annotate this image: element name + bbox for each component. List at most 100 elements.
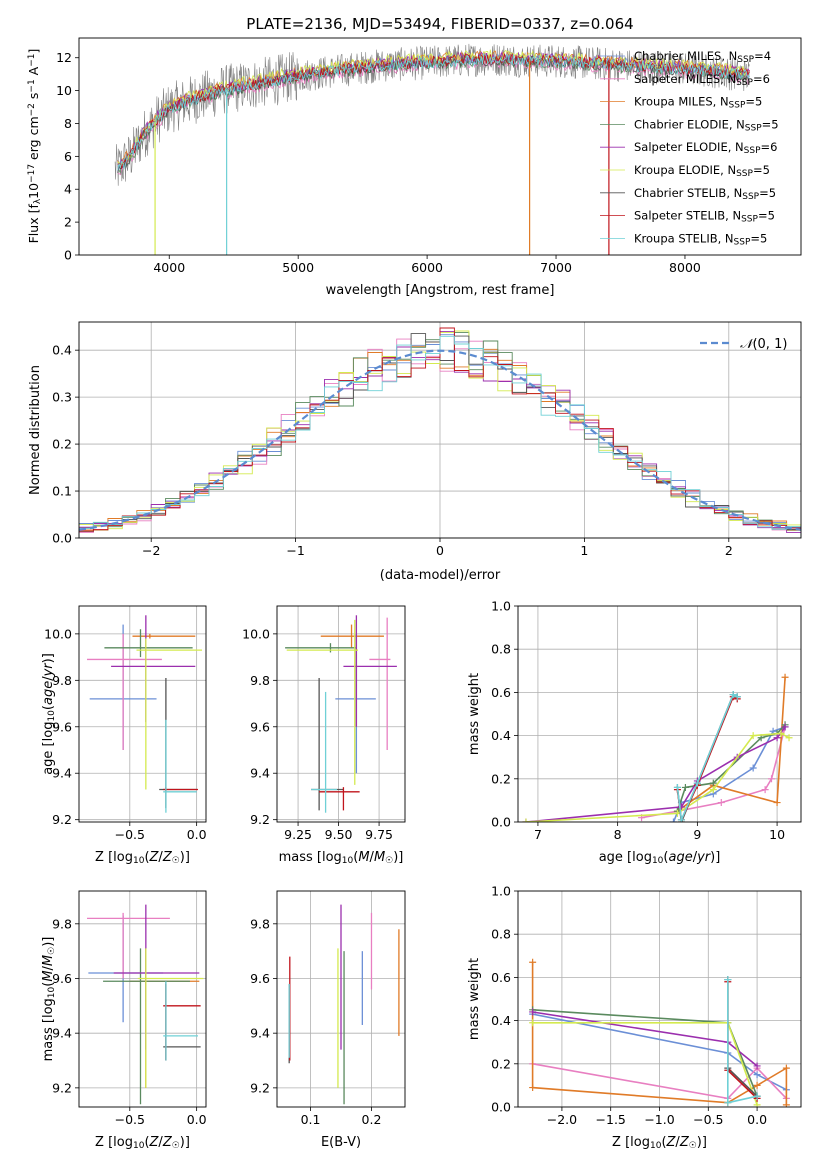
weight-marker [673,783,681,791]
y-tick-label: 10.0 [242,626,270,641]
label-part: λ [33,198,43,204]
x-tick-label: 7 [534,827,542,842]
label-part: age [log [41,722,56,775]
label-part: (0, 1) [752,337,787,352]
x-tick-label: −1 [286,543,304,558]
plot-area [79,606,206,822]
normal-curve [79,349,801,531]
label-part: SSP [744,146,761,156]
label-part: age [668,850,692,865]
label-part: SSP [736,169,753,179]
y-tick-label: 0.2 [491,771,511,786]
weight-marker [724,976,732,984]
y-tick-label: 1.0 [491,884,511,899]
weight-marker [681,783,689,791]
label-part: SSP [734,238,751,248]
y-axis-label: mass weight [467,958,482,1040]
y-tick-label: 9.8 [52,916,72,931]
y-tick-label: 0.2 [52,437,72,452]
label-part: Kroupa MILES, N [634,95,729,109]
label-part: 10 [133,1141,145,1151]
y-axis-label: age [log10(age/yr)] [41,653,57,775]
label-part: Kroupa ELODIE, N [634,163,736,177]
plot-area [114,43,750,255]
weight-marker [753,1092,761,1100]
figure-title: PLATE=2136, MJD=53494, FIBERID=0337, z=0… [246,15,633,33]
label-part: )] [710,850,720,865]
label-part: SSP [736,78,753,88]
label-part: ( [41,705,56,710]
legend-label: Chabrier STELIB, NSSP=5 [634,186,776,202]
label-part: yr [696,850,712,865]
label-part: =6 [753,72,770,86]
label-part: ☉ [172,856,180,866]
y-tick-label: 0.3 [52,390,72,405]
histogram-kroupa-stelib [79,335,801,538]
plot-area [79,891,206,1107]
x-tick-label: −1.0 [644,1112,674,1127]
y-tick-label: 0.4 [52,343,72,358]
label-part: ☉ [689,1141,697,1151]
label-part: ] [26,49,41,54]
x-tick-label: 8000 [669,260,701,275]
weight-line [641,726,786,819]
y-tick-label: 9.4 [52,1026,72,1041]
label-part: / [41,965,56,970]
label-part: ☉ [385,856,393,866]
label-part: Z [149,1135,160,1150]
label-part: −1 [27,54,37,67]
label-part: ( [663,850,668,865]
y-tick-label: 0 [64,248,72,263]
label-part: SSP [742,192,759,202]
x-tick-label: 5000 [282,260,314,275]
x-tick-label: 10 [769,827,785,842]
label-part: Chabrier ELODIE, N [634,117,745,131]
axes-frame [517,890,802,1108]
x-tick-label: −0.5 [115,1112,145,1127]
weight-marker [785,734,793,742]
label-part: =6 [761,140,778,154]
legend-label: Kroupa STELIB, NSSP=5 [634,231,767,247]
label-part: −1 [27,79,37,92]
label-part: Z [679,1135,690,1150]
label-part: )] [41,653,56,663]
label-part: mass [log [41,998,56,1061]
label-part: / [370,850,375,865]
weight-marker [709,779,717,787]
panel-weight_vs_Z: −2.0 −1.5 −1.0 −0.5 0.0 0.0 0.2 0.4 0.6 0.8 1.0 Z [… [467,884,802,1151]
weight-marker [717,799,725,807]
x-tick-label: −0.5 [693,1112,723,1127]
x-tick-label: 9.50 [325,827,353,842]
label-part: 10 [47,986,57,998]
y-tick-label: 9.4 [250,1026,270,1041]
legend-label: Chabrier ELODIE, NSSP=5 [634,117,779,133]
weight-marker [724,1099,732,1107]
weight-marker [761,786,769,794]
weight-line [525,732,790,822]
weight-marker [677,816,685,822]
weight-marker [782,1064,790,1072]
label-part: ( [41,982,56,987]
y-tick-label: 9.8 [52,673,72,688]
model-spectrum [117,54,750,174]
x-tick-label: 9.25 [284,827,312,842]
axes-frame [78,890,207,1108]
x-axis-label: (data-model)/error [380,568,501,583]
label-part: / [693,850,698,865]
weight-marker [753,1071,761,1079]
weight-line [531,962,788,1105]
weight-marker [753,1062,761,1070]
x-tick-label: 0.0 [187,827,207,842]
y-tick-label: 0.4 [491,1013,511,1028]
label-part: / [41,676,56,681]
legend-label: Kroupa MILES, NSSP=5 [634,95,762,111]
label-part: Z [log [95,850,133,865]
plot-area [518,606,801,822]
x-tick-label: 0.2 [362,1112,382,1127]
x-tick-label: −1.5 [596,1112,626,1127]
x-tick-label: 0.0 [747,1112,767,1127]
label-part: age [log [599,850,652,865]
label-part: )] [697,1135,707,1150]
label-part: Chabrier STELIB, N [634,186,742,200]
